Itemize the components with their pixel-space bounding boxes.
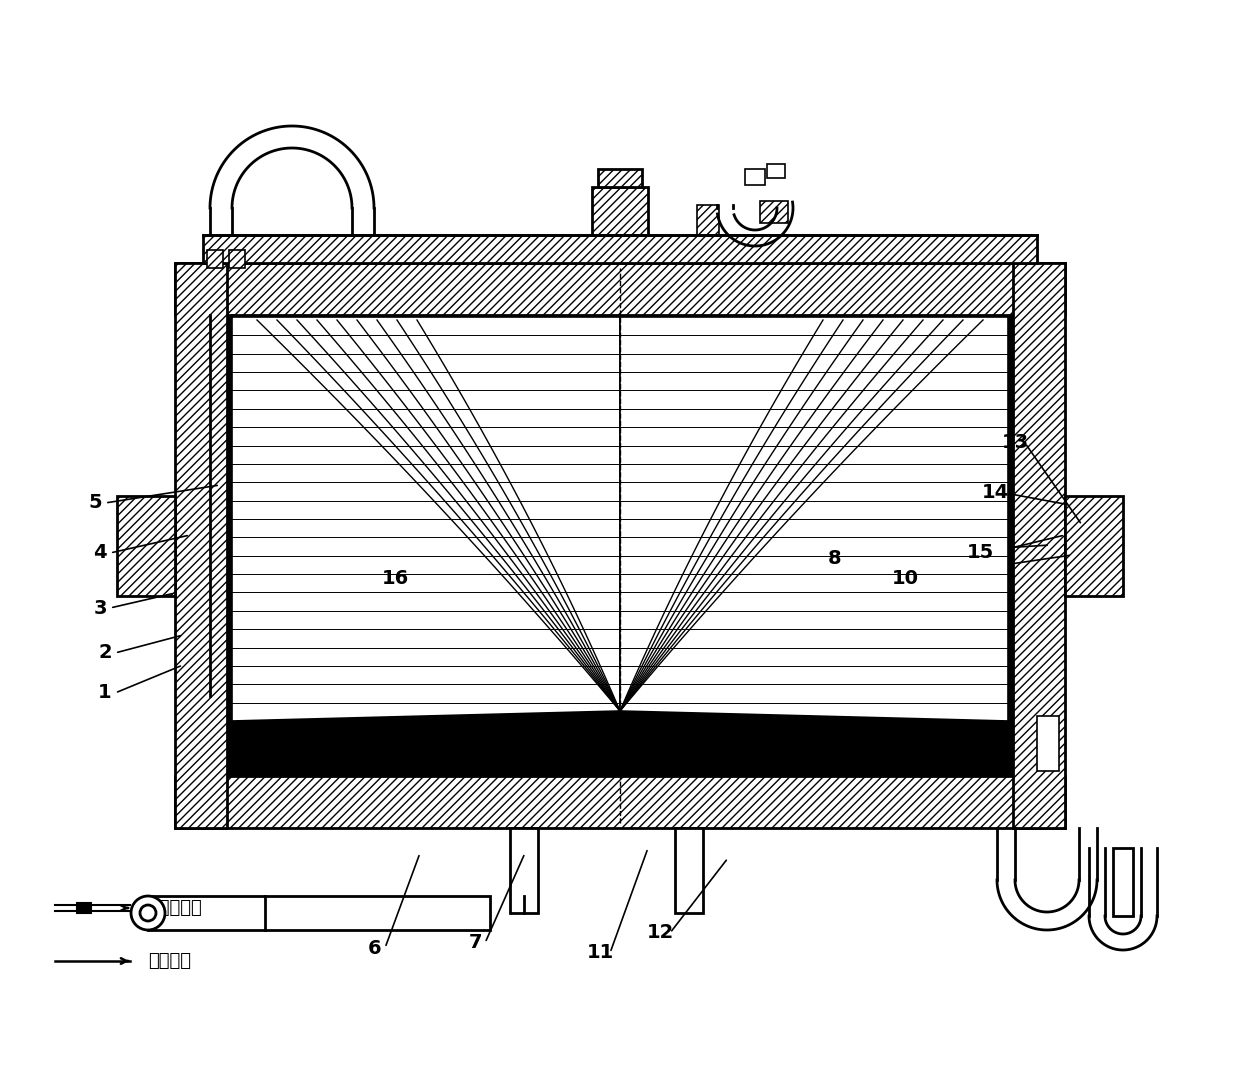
Bar (1013, 263, 1065, 828)
Text: 3: 3 (93, 599, 107, 617)
Polygon shape (620, 317, 1008, 721)
Text: 4: 4 (93, 544, 107, 562)
Bar (203, 235, 1037, 263)
Bar (117, 496, 175, 596)
Text: 5: 5 (88, 494, 102, 512)
Text: 14: 14 (981, 483, 1008, 503)
Bar (768, 164, 785, 178)
Text: 11: 11 (587, 943, 614, 963)
Bar (175, 777, 1065, 828)
Text: 6: 6 (368, 939, 382, 957)
Text: 16: 16 (382, 569, 409, 587)
Text: 1: 1 (98, 683, 112, 703)
Circle shape (131, 896, 165, 930)
Text: 太阳光线: 太阳光线 (148, 952, 191, 970)
Text: 8: 8 (828, 548, 842, 567)
Bar (1065, 496, 1123, 596)
Text: 7: 7 (469, 934, 482, 953)
Bar (760, 201, 787, 223)
Bar (77, 903, 91, 913)
Bar (227, 315, 1013, 777)
Circle shape (140, 905, 156, 921)
Text: 10: 10 (892, 569, 919, 587)
Text: 2: 2 (98, 643, 112, 663)
Bar (510, 828, 538, 913)
Bar (175, 263, 227, 828)
Bar (675, 828, 703, 913)
Bar (591, 187, 649, 235)
Bar (229, 250, 246, 268)
Bar (598, 169, 642, 187)
Bar (697, 205, 719, 235)
Text: 13: 13 (1002, 433, 1028, 453)
Text: 15: 15 (966, 544, 993, 562)
Bar (148, 896, 490, 930)
Bar (1037, 716, 1059, 771)
Text: 12: 12 (646, 924, 673, 942)
Bar (207, 250, 223, 268)
Text: 冷却液流动: 冷却液流动 (148, 899, 202, 917)
Bar (175, 263, 1065, 315)
Bar (1114, 848, 1133, 916)
Polygon shape (232, 317, 620, 721)
Bar (745, 169, 765, 185)
